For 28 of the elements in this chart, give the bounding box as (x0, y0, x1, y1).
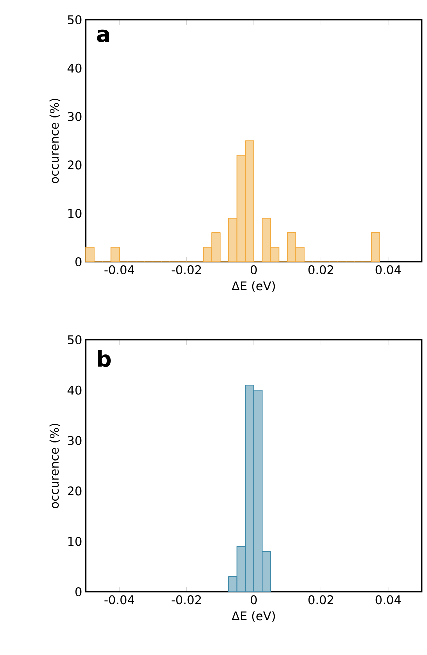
y-tick-label: 50 (68, 15, 82, 25)
x-axis-title: ΔE (eV) (232, 611, 276, 622)
y-tick-label: 50 (68, 335, 82, 345)
y-axis-title: occurence (%) (50, 99, 60, 184)
x-tick-label: 0.04 (376, 596, 402, 605)
annotation: b (98, 350, 111, 368)
x-tick-label: -0.04 (104, 266, 134, 275)
x-tick-label: 0.02 (308, 266, 334, 275)
y-tick-label: 20 (68, 160, 82, 170)
y-tick-label: 10 (68, 209, 82, 218)
x-tick-label: 0.04 (376, 266, 402, 275)
annotation: a (97, 30, 110, 42)
y-tick-label: 40 (68, 64, 82, 73)
y-tick-label: 20 (68, 486, 82, 496)
x-tick-label: 0.02 (308, 596, 334, 605)
x-tick-label: -0.02 (172, 266, 202, 275)
x-tick-label: -0.02 (172, 596, 202, 605)
y-tick-label: 0 (76, 587, 82, 597)
x-tick-label: -0.04 (104, 596, 134, 605)
y-tick-label: 30 (68, 436, 82, 446)
y-tick-label: 30 (68, 112, 82, 122)
y-tick-label: 0 (76, 257, 82, 267)
y-tick-label: 40 (68, 386, 82, 395)
y-tick-label: 10 (68, 537, 82, 546)
y-axis-title: occurence (%) (50, 424, 60, 508)
x-tick-label: 0 (250, 266, 258, 275)
x-tick-label: 0 (250, 596, 258, 605)
x-axis-title: ΔE (eV) (232, 281, 276, 292)
